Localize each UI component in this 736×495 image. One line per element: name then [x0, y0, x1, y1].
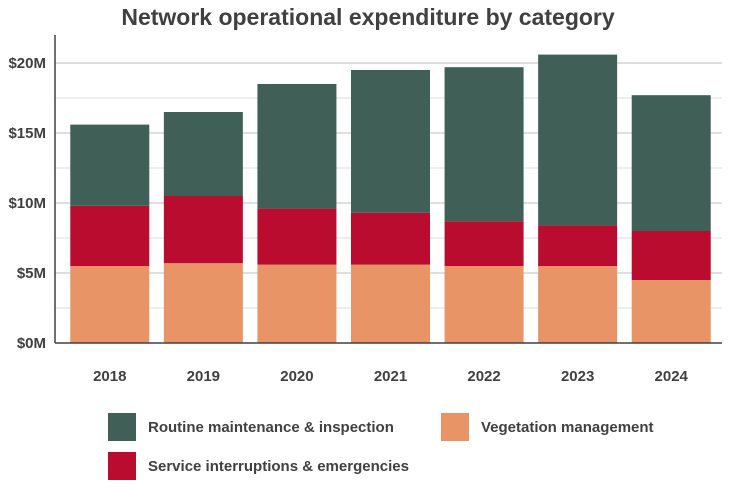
legend-swatch-service: [108, 452, 136, 480]
bar-segment: [70, 124, 150, 206]
x-tick-label: 2019: [187, 368, 220, 385]
legend-item-routine: Routine maintenance & inspection: [108, 413, 394, 441]
bar-segment: [257, 84, 337, 209]
x-tick-label: 2020: [280, 368, 313, 385]
bar-segment: [70, 205, 150, 266]
legend-label-routine: Routine maintenance & inspection: [148, 418, 394, 436]
bars: [70, 54, 711, 343]
bar-segment: [444, 266, 524, 343]
legend-swatch-routine: [108, 413, 136, 441]
bar-segment: [631, 95, 711, 231]
bar-segment: [444, 67, 524, 222]
y-tick-label: $15M: [8, 125, 46, 142]
x-tick-label: 2024: [655, 368, 689, 385]
legend-label-vegetation: Vegetation management: [481, 418, 654, 436]
chart-plot: $0M $5M $10M $15M $20M 2018 2019 2020 2021 2022 20…: [8, 35, 722, 385]
bar-segment: [70, 266, 150, 343]
bar-segment: [351, 264, 430, 343]
legend-label-service: Service interruptions & emergencies: [148, 457, 409, 475]
bar-segment: [163, 196, 243, 264]
x-tick-label: 2023: [561, 368, 594, 385]
bar-segment: [257, 208, 337, 265]
bar-segment: [444, 221, 524, 266]
bar-segment: [351, 70, 430, 213]
bar-segment: [351, 212, 430, 265]
axes: [54, 35, 722, 344]
chart-title: Network operational expenditure by categ…: [121, 4, 615, 30]
y-tick-label: $5M: [17, 265, 46, 282]
tick-labels: $0M $5M $10M $15M $20M 2018 2019 2020 2021 2022 20…: [8, 55, 688, 385]
y-tick-label: $20M: [8, 55, 46, 72]
y-tick-label: $10M: [8, 195, 46, 212]
legend-item-vegetation: Vegetation management: [441, 413, 654, 441]
bar-segment: [257, 264, 337, 343]
x-tick-label: 2021: [374, 368, 407, 385]
legend-item-service: Service interruptions & emergencies: [108, 452, 409, 480]
x-tick-label: 2022: [467, 368, 500, 385]
x-tick-label: 2018: [93, 368, 126, 385]
bar-segment: [538, 266, 618, 343]
bar-segment: [538, 54, 618, 226]
bar-segment: [631, 231, 711, 280]
bar-segment: [538, 225, 618, 266]
bar-segment: [163, 263, 243, 343]
bar-segment: [631, 280, 711, 343]
legend-swatch-vegetation: [441, 413, 469, 441]
bar-segment: [163, 112, 243, 196]
y-tick-label: $0M: [17, 335, 46, 352]
